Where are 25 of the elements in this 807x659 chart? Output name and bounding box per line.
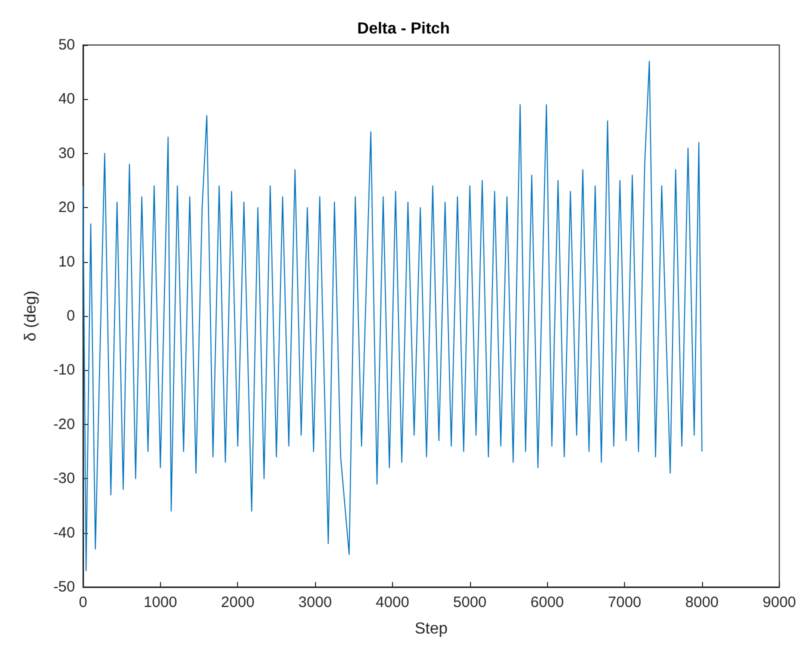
y-tick-label: 10 — [58, 253, 75, 270]
x-tick-label: 8000 — [685, 594, 719, 611]
y-axis-title: δ (deg) — [22, 290, 40, 342]
x-axis-title: Step — [414, 620, 448, 638]
x-tick-label: 4000 — [376, 594, 410, 611]
x-tick-label: 6000 — [530, 594, 564, 611]
y-tick-label: 50 — [58, 36, 75, 54]
line-series — [82, 60, 702, 572]
y-tick-label: -10 — [53, 362, 75, 379]
y-tick-label: 40 — [58, 90, 75, 108]
y-tick-label: 20 — [58, 199, 75, 216]
y-tick-label: -40 — [53, 524, 75, 542]
x-tick-label: 3000 — [298, 594, 332, 611]
y-tick-label: -30 — [53, 470, 75, 488]
x-tick-label: 7000 — [608, 594, 642, 611]
y-tick-label: 30 — [58, 144, 75, 162]
x-tick-label: 5000 — [453, 594, 487, 611]
y-tick-label: -20 — [53, 416, 75, 433]
y-tick-label: -50 — [53, 578, 75, 596]
x-tick-label: 2000 — [221, 594, 254, 611]
chart-title: Delta - Pitch — [357, 20, 450, 38]
x-tick-label: 0 — [78, 594, 88, 611]
x-tick-label: 9000 — [762, 594, 796, 611]
y-tick-label: 0 — [66, 308, 75, 324]
x-tick-label: 1000 — [144, 594, 178, 611]
